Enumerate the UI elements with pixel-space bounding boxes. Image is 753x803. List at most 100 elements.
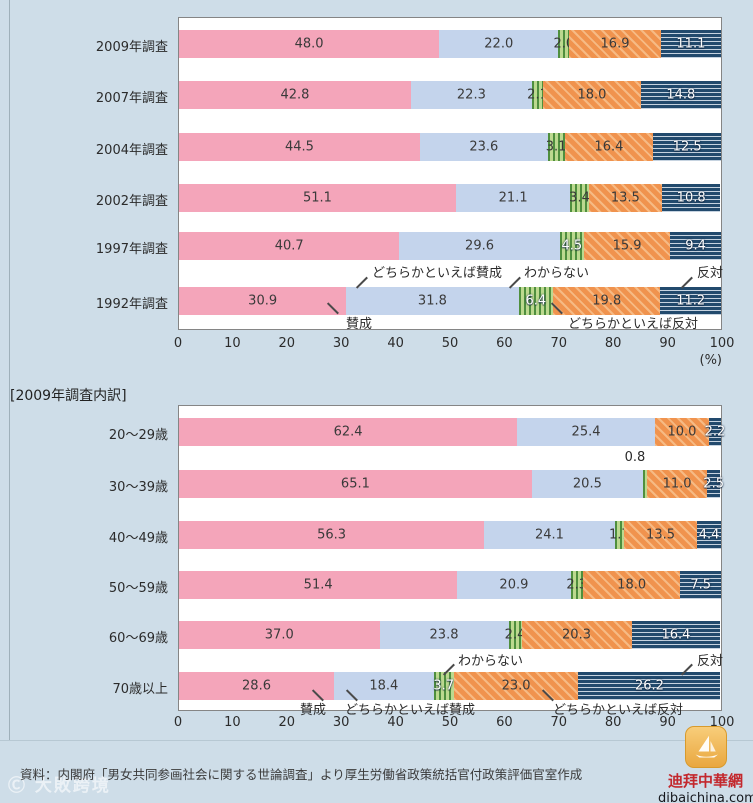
bar-segment-somewhat-agree: 29.6 xyxy=(399,232,560,260)
segment-value: 30.9 xyxy=(248,293,278,309)
axis-unit-label: (%) xyxy=(699,353,723,368)
bar-segment-oppose: 7.5 xyxy=(680,571,721,599)
footer-source: 資料：内閣府「男女共同参画社会に関する世論調査」より厚生労働省政策統括官付政策評… xyxy=(20,767,583,782)
segment-value: 10.0 xyxy=(667,424,697,440)
segment-value: 42.8 xyxy=(280,87,310,103)
axis-tick-label: 10 xyxy=(224,336,241,351)
stacked-bar: 65.1 20.5 11.0 2.5 xyxy=(179,470,724,498)
row-label: 2009年調査 xyxy=(95,40,168,55)
segment-value: 2.0 xyxy=(553,36,575,52)
segment-value: 23.6 xyxy=(469,139,499,155)
segment-value: 26.2 xyxy=(634,678,664,694)
segment-value: 65.1 xyxy=(340,476,370,492)
bar-segment-somewhat-oppose: 11.0 xyxy=(647,470,707,498)
segment-value: 13.5 xyxy=(610,190,640,206)
bar-segment-agree: 56.3 xyxy=(179,521,485,549)
row-label: 1997年調査 xyxy=(95,242,168,257)
watermark-left: Ⓒ 大敗跨境 xyxy=(8,776,111,796)
bar-segment-somewhat-oppose: 23.0 xyxy=(453,672,579,700)
bar-segment-agree: 37.0 xyxy=(179,621,380,649)
bar-segment-somewhat-oppose: 15.9 xyxy=(584,232,671,260)
bar-segment-somewhat-agree: 20.5 xyxy=(531,470,643,498)
legend-label-oppose: 反対 xyxy=(697,266,724,281)
stacked-bar: 28.6 18.4 3.7 23.0 26.2 xyxy=(179,672,721,700)
bar-segment-somewhat-oppose: 13.5 xyxy=(588,184,662,212)
segment-value: 20.3 xyxy=(562,627,591,643)
bar-segment-dont-know: 2.4 xyxy=(505,621,525,649)
bar-segment-somewhat-agree: 23.8 xyxy=(379,621,509,649)
axis-tick-label: 0 xyxy=(173,715,183,730)
axis-tick-label: 90 xyxy=(659,715,676,730)
bar-segment-agree: 62.4 xyxy=(179,418,518,446)
segment-value: 9.4 xyxy=(685,238,706,254)
bar-segment-somewhat-oppose: 20.3 xyxy=(521,621,632,649)
bar-segment-agree: 42.8 xyxy=(179,81,411,109)
bar-segment-oppose: 9.4 xyxy=(670,232,722,260)
segment-value: 2.2 xyxy=(704,424,726,440)
bar-segment-oppose: 16.4 xyxy=(631,621,721,649)
sailboat-glyph xyxy=(695,735,718,758)
segment-value: 21.1 xyxy=(498,190,528,206)
bar-segment-dont-know: 2.3 xyxy=(566,571,587,599)
bar-segment-somewhat-agree: 21.1 xyxy=(455,184,571,212)
segment-value: 7.5 xyxy=(690,577,712,593)
segment-value: 62.4 xyxy=(333,424,363,440)
segment-value: 48.0 xyxy=(294,36,324,52)
segment-value: 2.3 xyxy=(566,577,588,593)
bar-segment-agree: 40.7 xyxy=(179,232,400,260)
segment-value: 12.5 xyxy=(672,139,702,155)
bar-segment-somewhat-oppose: 16.4 xyxy=(564,133,654,161)
segment-value: 16.4 xyxy=(661,627,691,643)
bar-segment-oppose: 12.5 xyxy=(653,133,721,161)
legend-label-somewhat-agree: どちらかといえば賛成 xyxy=(345,703,476,718)
axis-tick-label: 60 xyxy=(496,336,513,351)
stacked-bar: 62.4 25.4 10.0 2.2 xyxy=(179,418,725,446)
bar-segment-somewhat-agree: 22.0 xyxy=(439,30,559,58)
row-label: 60〜69歳 xyxy=(108,631,168,646)
bar-segment-somewhat-oppose: 18.0 xyxy=(582,571,681,599)
segment-value: 20.5 xyxy=(572,476,602,492)
axis-tick-label: 100 xyxy=(709,336,735,351)
axis-tick-label: 80 xyxy=(604,336,622,351)
axis-tick-label: 10 xyxy=(224,715,241,730)
segment-value: 3.4 xyxy=(569,190,590,206)
bar-segment-dont-know: 2.1 xyxy=(527,81,548,109)
bar-segment-agree: 44.5 xyxy=(179,133,420,161)
segment-value: 19.8 xyxy=(592,293,622,309)
segment-value: 18.0 xyxy=(577,87,607,103)
bar-segment-somewhat-agree: 24.1 xyxy=(484,521,615,549)
segment-value: 29.6 xyxy=(465,238,495,254)
segment-value: 4.4 xyxy=(698,527,720,543)
row-label: 70歳以上 xyxy=(112,682,168,697)
stacked-bar: 48.0 22.0 2.0 16.9 11.1 xyxy=(179,30,721,58)
segment-value: 22.3 xyxy=(456,87,486,103)
bar-segment-dont-know: 3.1 xyxy=(546,133,566,161)
bar-segment-dont-know xyxy=(642,470,648,498)
bar-segment-oppose: 11.2 xyxy=(660,287,721,315)
bar-segment-dont-know: 4.5 xyxy=(559,232,585,260)
segment-value: 28.6 xyxy=(242,678,271,694)
segment-value: 16.9 xyxy=(600,36,630,52)
axis-tick-label: 70 xyxy=(550,715,568,730)
row-label: 40〜49歳 xyxy=(108,531,168,546)
watermark-dibaichina: 迪拜中華網 dibaichina.com xyxy=(658,726,753,803)
stacked-bar: 51.4 20.9 2.3 18.0 7.5 xyxy=(179,571,721,599)
legend-label-oppose: 反対 xyxy=(697,654,724,669)
bar-segment-agree: 65.1 xyxy=(179,470,532,498)
segment-value: 16.4 xyxy=(594,139,624,155)
bar-segment-agree: 51.4 xyxy=(179,571,458,599)
segment-value: 11.1 xyxy=(676,36,706,52)
row-label: 50〜59歳 xyxy=(108,581,168,596)
watermark-brand-text: 迪拜中華網 xyxy=(667,772,743,790)
segment-value: 2.4 xyxy=(504,627,526,643)
legend-label-agree: 賛成 xyxy=(346,317,373,332)
axis-tick-label: 70 xyxy=(550,336,568,351)
segment-value: 13.5 xyxy=(646,527,676,543)
bar-segment-oppose: 14.8 xyxy=(640,81,721,109)
axis-tick-label: 50 xyxy=(441,336,459,351)
axis-tick-label: 50 xyxy=(441,715,459,730)
sailboat-seal-icon xyxy=(684,726,727,768)
bar-segment-somewhat-agree: 31.8 xyxy=(346,287,519,315)
stacked-bar: 42.8 22.3 2.1 18.0 14.8 xyxy=(179,81,721,109)
stacked-bar: 37.0 23.8 2.4 20.3 16.4 xyxy=(179,621,721,649)
